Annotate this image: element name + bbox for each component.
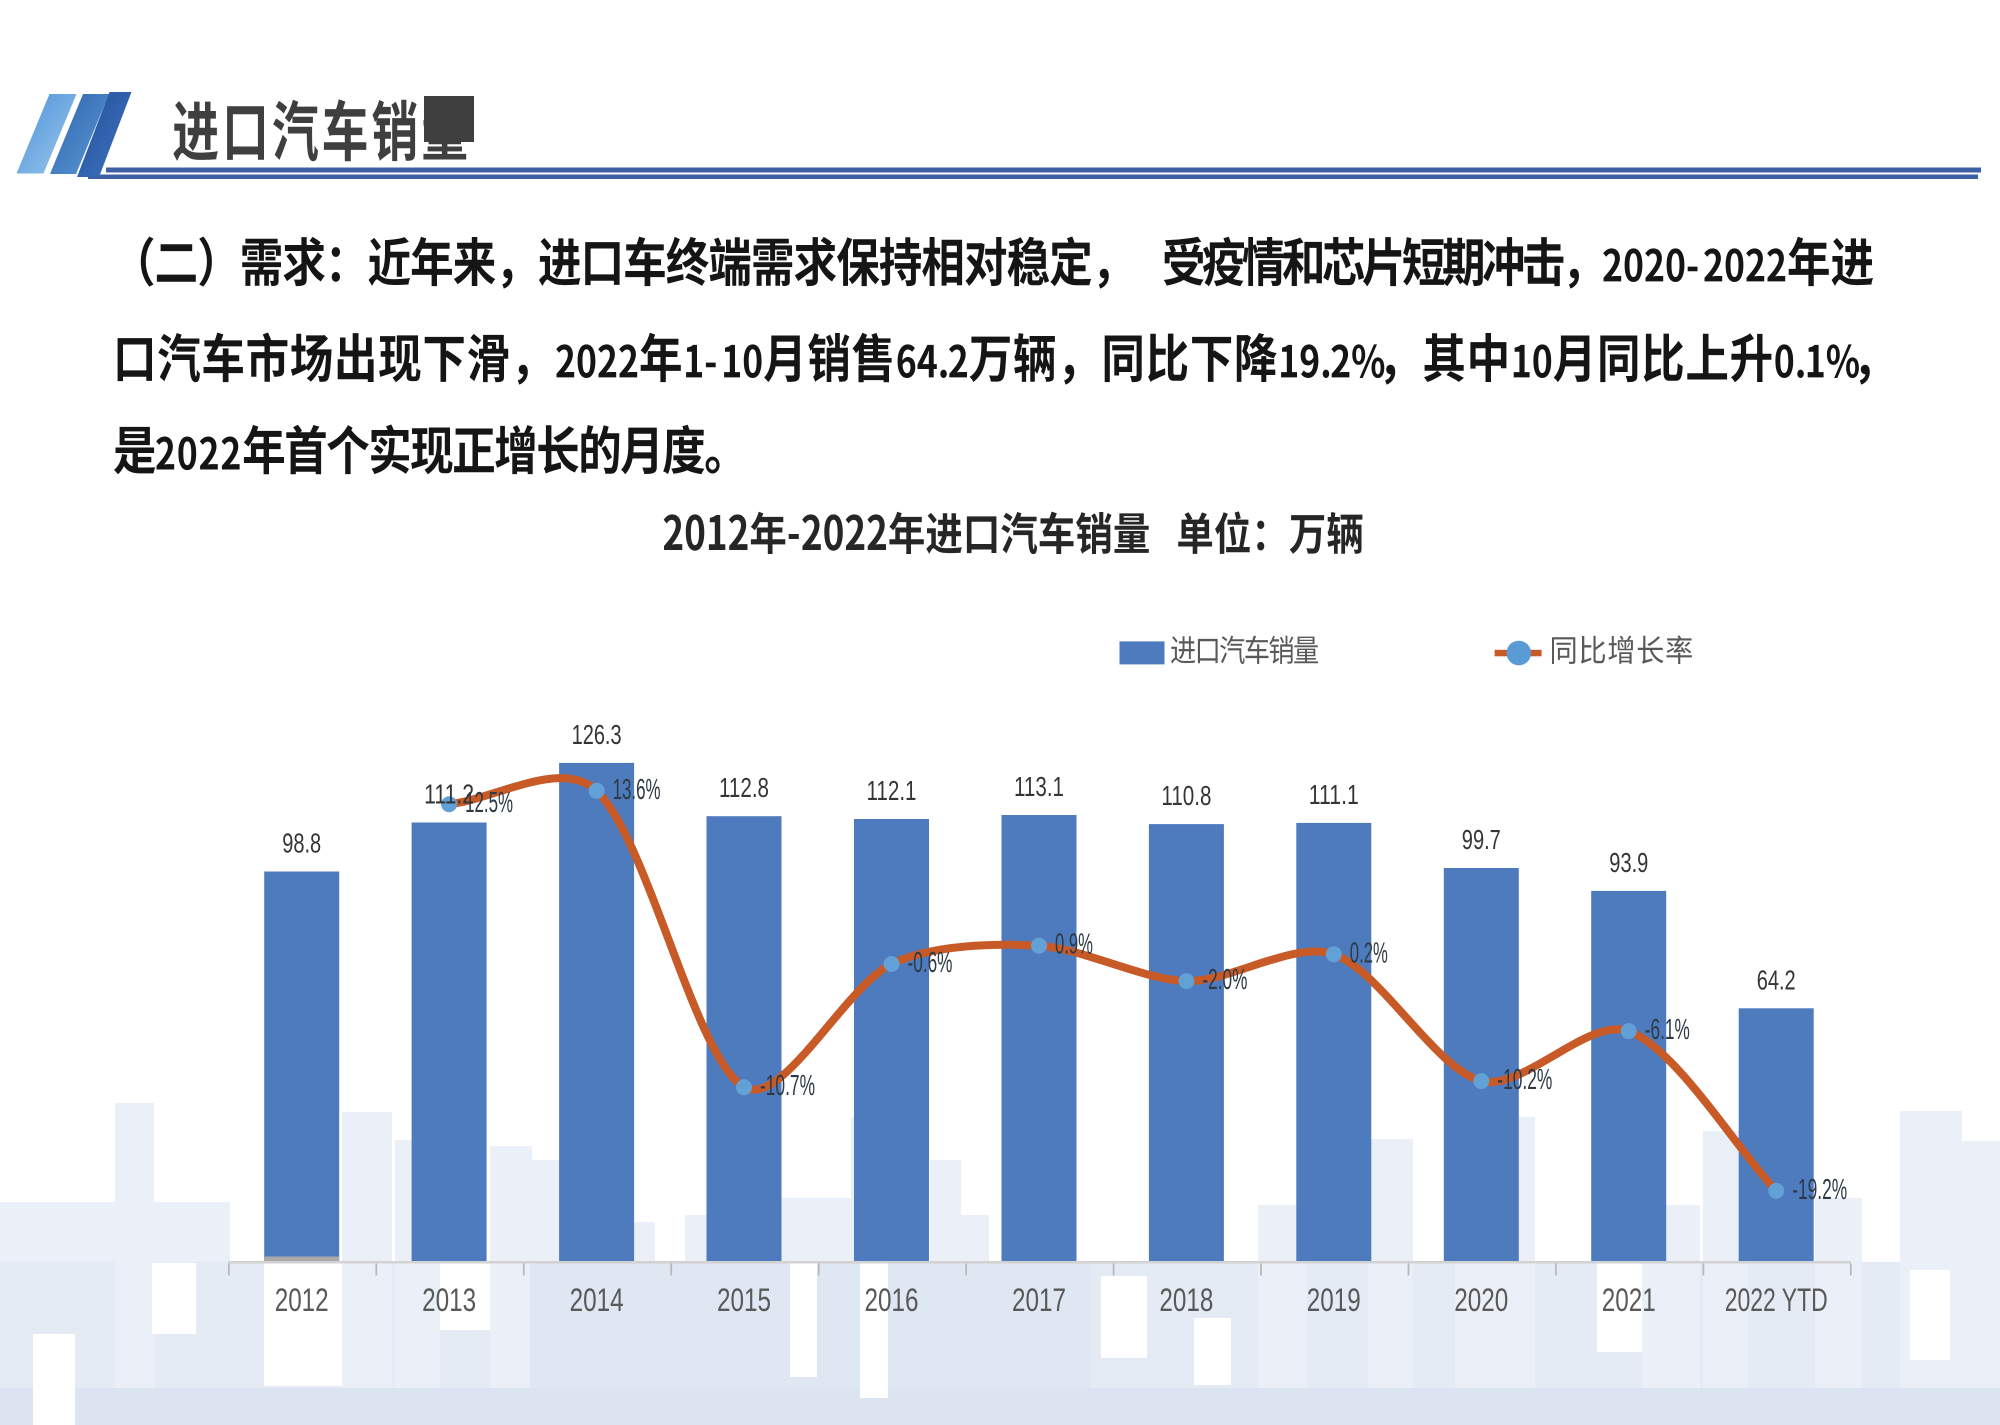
svg-text:111.1: 111.1 [1309, 779, 1359, 810]
svg-text:-6.1%: -6.1% [1645, 1014, 1690, 1046]
svg-text:2018: 2018 [1159, 1282, 1213, 1318]
svg-text:2016: 2016 [865, 1282, 919, 1318]
svg-text:13.6%: 13.6% [613, 774, 661, 806]
svg-text:12.5%: 12.5% [465, 787, 513, 819]
svg-text:64.2: 64.2 [1757, 964, 1796, 995]
svg-text:2012: 2012 [275, 1282, 329, 1318]
svg-text:112.8: 112.8 [719, 772, 769, 803]
svg-text:2015: 2015 [717, 1282, 771, 1318]
svg-text:2020: 2020 [1454, 1282, 1508, 1318]
svg-text:99.7: 99.7 [1462, 824, 1501, 855]
svg-text:126.3: 126.3 [572, 719, 622, 750]
svg-text:110.8: 110.8 [1161, 780, 1211, 811]
svg-text:98.8: 98.8 [282, 828, 321, 859]
svg-text:2019: 2019 [1307, 1282, 1361, 1318]
svg-text:112.1: 112.1 [867, 775, 917, 806]
svg-text:-10.7%: -10.7% [760, 1070, 815, 1102]
svg-text:2021: 2021 [1602, 1282, 1656, 1318]
svg-text:0.9%: 0.9% [1055, 929, 1093, 961]
svg-text:93.9: 93.9 [1609, 847, 1648, 878]
svg-text:0.2%: 0.2% [1350, 937, 1388, 969]
svg-text:2022 YTD: 2022 YTD [1725, 1282, 1828, 1318]
svg-text:-2.0%: -2.0% [1202, 964, 1247, 996]
svg-text:-0.6%: -0.6% [908, 947, 953, 979]
svg-text:2014: 2014 [570, 1282, 624, 1318]
svg-text:2013: 2013 [422, 1282, 476, 1318]
svg-text:113.1: 113.1 [1014, 771, 1064, 802]
svg-text:111.2: 111.2 [424, 779, 474, 810]
svg-text:-10.2%: -10.2% [1497, 1064, 1552, 1096]
svg-text:2017: 2017 [1012, 1282, 1066, 1318]
svg-text:-19.2%: -19.2% [1792, 1174, 1847, 1206]
